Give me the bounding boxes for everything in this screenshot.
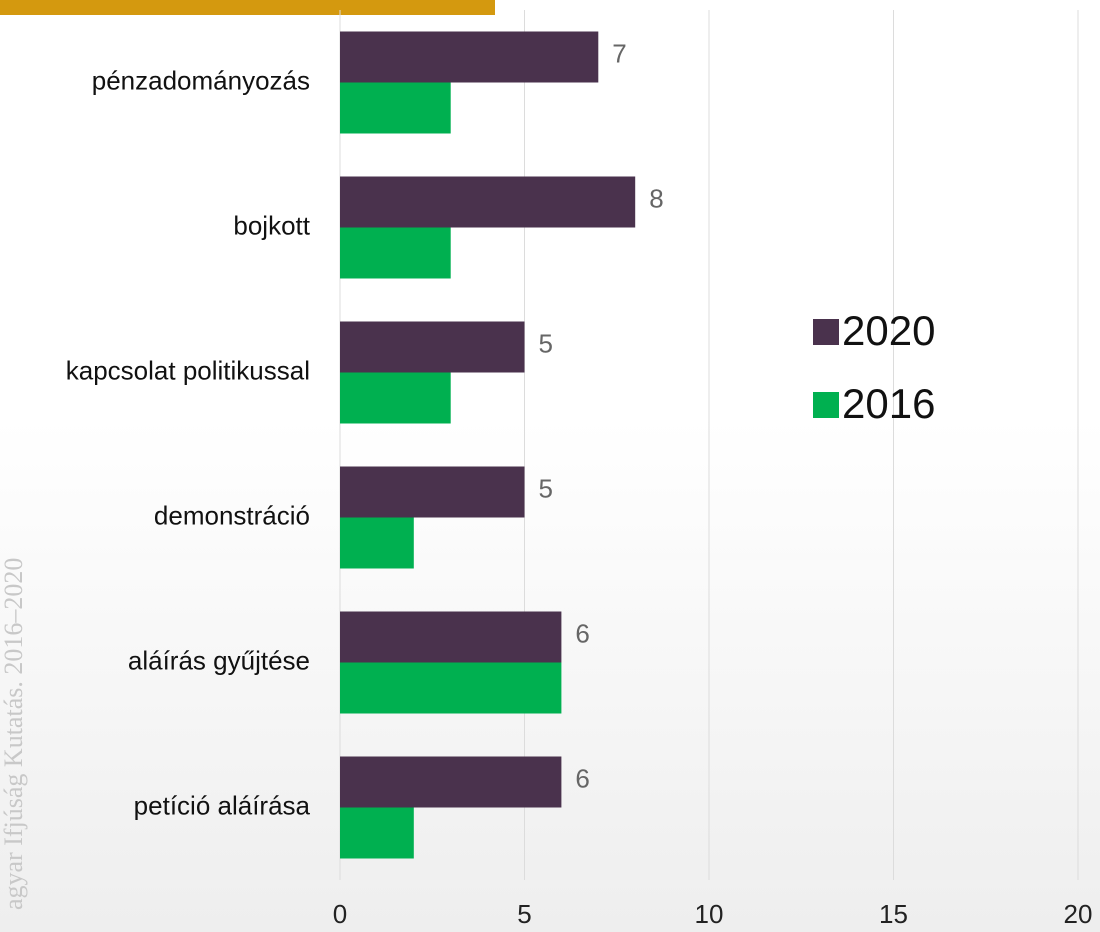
data-label: 8 (649, 183, 663, 213)
bar (340, 466, 525, 518)
bar (340, 227, 451, 279)
legend-swatch (813, 319, 839, 345)
source-note: agyar Ifjúság Kutatás. 2016–2020 (0, 558, 28, 910)
bar (340, 662, 562, 714)
x-tick-label: 5 (517, 899, 531, 929)
data-label: 6 (575, 763, 589, 793)
data-label: 6 (575, 618, 589, 648)
data-label: 7 (612, 38, 626, 68)
data-label: 5 (539, 328, 553, 358)
y-tick-label: demonstráció (154, 500, 310, 530)
y-tick-label: bojkott (233, 210, 310, 240)
x-tick-label: 10 (695, 899, 724, 929)
bar (340, 176, 636, 228)
bar (340, 82, 451, 134)
bar (340, 321, 525, 373)
bar (340, 611, 562, 663)
bar (340, 31, 599, 83)
bar (340, 372, 451, 424)
title-banner (0, 0, 495, 15)
bar (340, 517, 414, 569)
x-tick-label: 15 (879, 899, 908, 929)
y-tick-label: aláírás gyűjtése (128, 645, 310, 675)
y-tick-label: petíció aláírása (134, 790, 311, 820)
y-tick-label: kapcsolat politikussal (66, 355, 310, 385)
legend-label: 2016 (842, 380, 935, 427)
y-tick-label: pénzadományozás (92, 65, 310, 95)
data-label: 5 (539, 473, 553, 503)
legend-label: 2020 (842, 307, 935, 354)
bar (340, 756, 562, 808)
x-tick-label: 0 (333, 899, 347, 929)
x-tick-label: 20 (1064, 899, 1093, 929)
legend-swatch (813, 392, 839, 418)
bar (340, 807, 414, 859)
